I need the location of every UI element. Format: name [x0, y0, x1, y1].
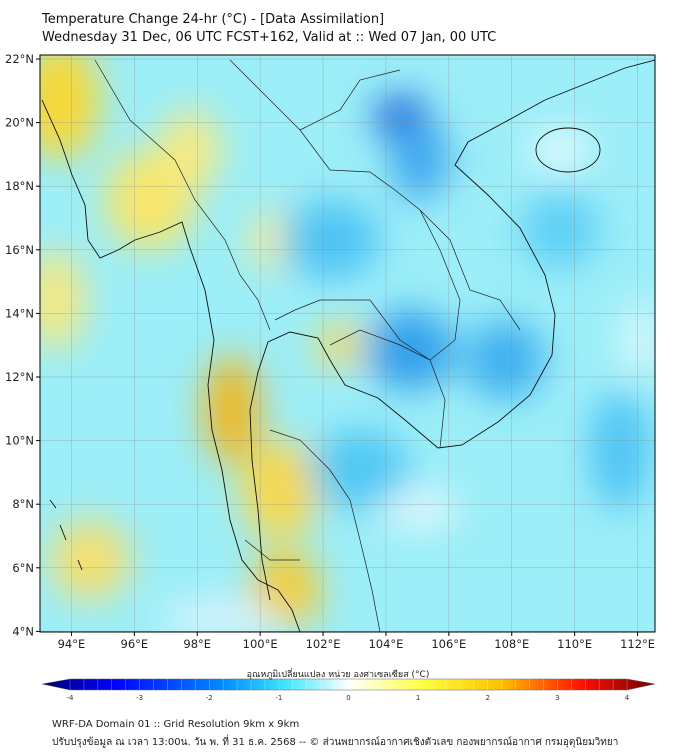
x-tick-label: 106°E — [431, 637, 466, 651]
footer-model-info: WRF-DA Domain 01 :: Grid Resolution 9km … — [52, 719, 300, 730]
coastline — [41, 59, 655, 632]
x-tick-label: 96°E — [121, 637, 149, 651]
y-tick-label: 18°N — [5, 179, 34, 193]
x-tick-label: 110°E — [557, 637, 592, 651]
x-tick-label: 94°E — [58, 637, 86, 651]
field-region — [315, 323, 365, 367]
y-tick-label: 14°N — [5, 306, 34, 320]
field-region — [465, 320, 545, 400]
y-tick-label: 22°N — [5, 52, 34, 66]
colorbar: -4 -3 -2 -1 0 1 2 3 4 — [41, 678, 656, 700]
colorbar-tick-label: -3 — [136, 694, 143, 700]
colorbar-tick-label: -2 — [206, 694, 213, 700]
x-tick-label: 108°E — [494, 637, 529, 651]
chart-title: Temperature Change 24-hr (°C) - [Data As… — [42, 12, 385, 27]
x-tick-label: 98°E — [183, 637, 211, 651]
field-region — [50, 520, 130, 600]
field-region — [310, 430, 410, 510]
colorbar-tick-label: 1 — [416, 694, 420, 700]
x-tick-label: 102°E — [306, 637, 341, 651]
x-tick-label: 104°E — [368, 637, 403, 651]
colorbar-tick-label: 4 — [625, 694, 630, 700]
y-tick-label: 20°N — [5, 116, 34, 130]
field-region — [280, 200, 380, 280]
y-tick-label: 8°N — [12, 497, 34, 511]
field-region — [390, 120, 450, 200]
chart-subtitle: Wednesday 31 Dec, 06 UTC FCST+162, Valid… — [42, 30, 497, 45]
y-tick-label: 16°N — [5, 243, 34, 257]
field-region — [380, 490, 460, 530]
field-region — [40, 250, 85, 350]
temperature-map: 94°E 96°E 98°E 100°E 102°E 104°E 106°E 108°E 110… — [5, 52, 656, 700]
y-tick-label: 4°N — [12, 624, 34, 638]
field-region — [204, 355, 260, 465]
y-tick-label: 12°N — [5, 370, 34, 384]
colorbar-tick-label: -4 — [67, 694, 75, 700]
field-region — [530, 130, 590, 170]
y-tick-label: 10°N — [5, 434, 34, 448]
colorbar-label: อุณหภูมิเปลี่ยนแปลง หน่วย องศาเซลเซียส (… — [246, 670, 430, 680]
field-region — [520, 190, 600, 270]
field-region — [620, 300, 655, 380]
colorbar-tick-label: 0 — [346, 694, 350, 700]
field-region — [590, 390, 650, 510]
colorbar-tick-label: 3 — [555, 694, 559, 700]
heatmap-field — [40, 55, 655, 632]
colorbar-tick-label: 2 — [486, 694, 490, 700]
x-tick-label: 112°E — [620, 637, 655, 651]
x-tick-label: 100°E — [243, 637, 278, 651]
field-region — [40, 55, 100, 160]
y-tick-label: 6°N — [12, 561, 34, 575]
country-borders — [94, 59, 521, 632]
colorbar-tick-label: -1 — [275, 694, 282, 700]
footer-update-info: ปรับปรุงข้อมูล ณ เวลา 13:00น. วัน พ. ที่… — [52, 737, 619, 748]
field-region — [160, 600, 280, 632]
field-region — [160, 110, 220, 190]
